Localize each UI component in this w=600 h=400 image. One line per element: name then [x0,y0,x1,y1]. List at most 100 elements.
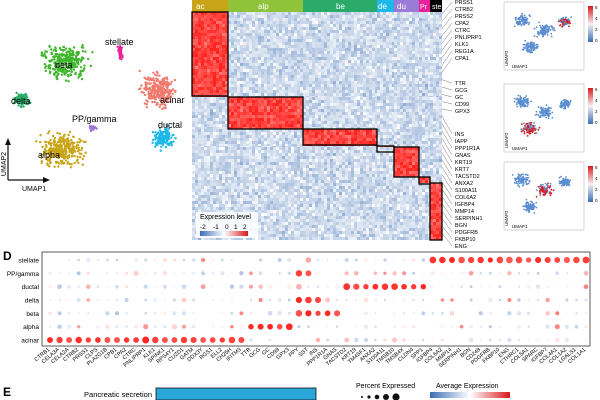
heatmap-cell [252,39,255,42]
heatmap-cell [249,147,252,150]
umap-point [63,61,67,65]
heatmap-cell [342,33,345,36]
heatmap-cell [303,45,306,48]
heatmap-cell [213,121,216,124]
heatmap-cell [210,177,213,180]
heatmap-cell [201,51,204,54]
heatmap-cell [285,106,288,109]
heatmap-cell [366,54,369,57]
heatmap-cell [192,195,195,198]
heatmap-cell [195,42,198,45]
umap-point [72,65,76,69]
heatmap-cell [270,153,273,156]
umap-point [57,72,60,76]
heatmap-cell [303,27,306,30]
heatmap-cell [363,36,366,39]
umap-point [160,145,163,149]
umap-point [76,141,79,144]
heatmap-cell [243,51,246,54]
heatmap-cell [207,48,210,51]
heatmap-cell [300,156,303,159]
heatmap-cell [243,24,246,27]
heatmap-cell [195,115,198,118]
heatmap-cell [249,60,252,63]
heatmap-cell [363,60,366,63]
heatmap-cell [213,174,216,177]
heatmap-cell [336,15,339,18]
heatmap-cell [345,21,348,24]
heatmap-cell [279,118,282,121]
heatmap-cell [219,36,222,39]
heatmap-cell [357,72,360,75]
heatmap-cell [327,93,330,96]
heatmap-cell [240,207,243,210]
heatmap-cell [285,138,288,141]
heatmap-cell [195,204,198,207]
heatmap-cell [369,100,372,103]
heatmap-cell [285,57,288,60]
heatmap-cell [369,15,372,18]
heatmap-cell [360,75,363,78]
heatmap-cell [219,69,222,72]
heatmap-cell [264,90,267,93]
heatmap-cell [219,90,222,93]
heatmap-cell [231,106,234,109]
heatmap-cell [372,103,375,106]
heatmap-cell [306,81,309,84]
heatmap-cell [276,138,279,141]
heatmap-cell [321,54,324,57]
heatmap-cell [276,66,279,69]
heatmap-cell [219,159,222,162]
heatmap-cell [207,15,210,18]
heatmap-cell [201,18,204,21]
heatmap-cell [375,81,377,84]
heatmap-cell [216,33,219,36]
heatmap-cell [264,21,267,24]
heatmap-cell [213,124,216,127]
heatmap-cell [210,75,213,78]
heatmap-cell [291,180,294,183]
heatmap-cell [282,15,285,18]
heatmap-cell [300,72,303,75]
heatmap-cell [216,42,219,45]
heatmap-cell [354,69,357,72]
heatmap-cell [243,189,246,192]
heatmap-cell [219,103,222,106]
heatmap-cell [258,138,261,141]
heatmap-cell [252,165,255,168]
heatmap-cell [297,210,300,213]
heatmap-cell [321,66,324,69]
heatmap-cell [288,66,291,69]
heatmap-cell [219,189,222,192]
heatmap-cell [207,106,210,109]
heatmap-cell [213,103,216,106]
heatmap-cell [372,100,375,103]
heatmap-cell [264,207,267,210]
heatmap-cell [351,36,354,39]
umap-point [173,78,177,82]
heatmap-cell [372,93,375,96]
heatmap-cell [339,112,342,115]
heatmap-cell [270,146,273,147]
heatmap-cell [243,93,246,96]
heatmap-cell [237,27,240,30]
heatmap-cell [294,162,297,165]
heatmap-cell [306,72,309,75]
heatmap-cell [324,57,327,60]
heatmap-cell [276,69,279,72]
heatmap-cell [321,87,324,90]
heatmap-cell [306,78,309,81]
heatmap-cell [369,60,372,63]
heatmap-cell [195,66,198,69]
heatmap-cell [351,69,354,72]
umap-point [166,86,169,89]
heatmap-cell [270,195,273,198]
heatmap-cell [369,69,372,72]
heatmap-cell [255,183,258,186]
heatmap-cell [348,27,351,30]
heatmap-cell [351,81,354,84]
heatmap-cell [267,195,270,198]
heatmap-cell [285,69,288,72]
heatmap-cell [279,183,282,186]
heatmap-cell [318,109,321,112]
